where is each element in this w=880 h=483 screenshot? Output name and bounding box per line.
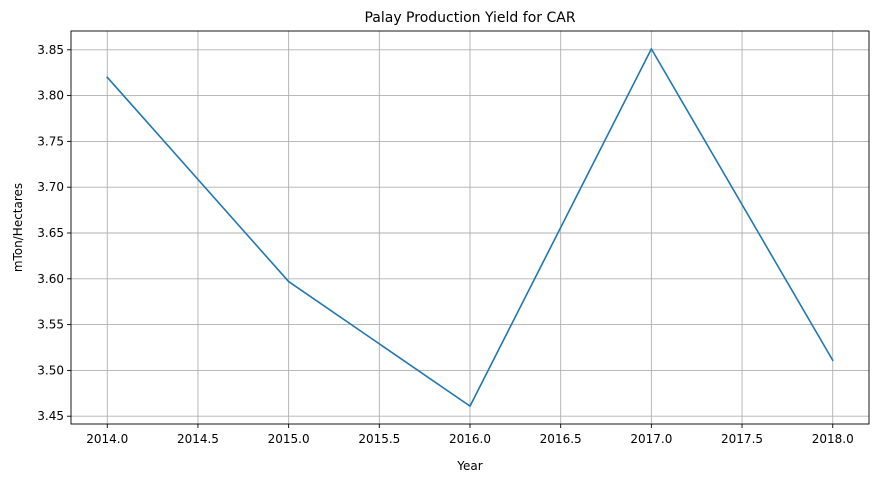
y-tick-label: 3.65 xyxy=(37,226,64,240)
x-tick-label: 2015.5 xyxy=(358,432,400,446)
x-tick-label: 2017.0 xyxy=(630,432,672,446)
x-tick-label: 2016.0 xyxy=(449,432,491,446)
x-tick-label: 2017.5 xyxy=(721,432,763,446)
y-tick-label: 3.70 xyxy=(37,180,64,194)
chart-title: Palay Production Yield for CAR xyxy=(364,10,575,26)
y-tick-label: 3.60 xyxy=(37,272,64,286)
x-tick-label: 2014.0 xyxy=(86,432,128,446)
x-axis-label: Year xyxy=(456,459,482,473)
y-tick-label: 3.45 xyxy=(37,409,64,423)
x-tick-label: 2016.5 xyxy=(540,432,582,446)
y-tick-label: 3.50 xyxy=(37,363,64,377)
grid-lines xyxy=(71,31,869,424)
series-layer xyxy=(106,48,834,407)
axis-ticks: 2014.0 2014.5 2015.0 2015.5 2016.0 2016.5 2017… xyxy=(37,43,853,446)
y-tick-label: 3.80 xyxy=(37,89,64,103)
y-tick-label: 3.85 xyxy=(37,43,64,57)
x-tick-label: 2015.0 xyxy=(268,432,310,446)
y-axis-label: mTon/Hectares xyxy=(11,183,25,272)
y-tick-label: 3.55 xyxy=(37,318,64,332)
x-tick-label: 2014.5 xyxy=(177,432,219,446)
x-tick-label: 2018.0 xyxy=(812,432,854,446)
y-tick-label: 3.75 xyxy=(37,134,64,148)
